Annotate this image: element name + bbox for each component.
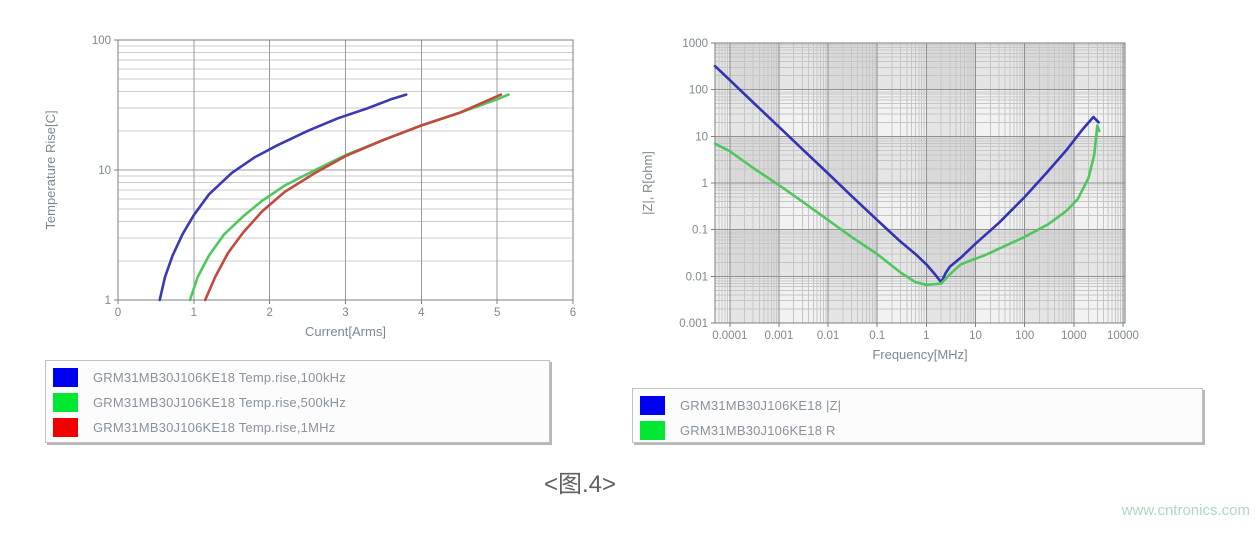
- legend-item: GRM31MB30J106KE18 R: [640, 418, 1198, 443]
- svg-text:0.001: 0.001: [679, 318, 708, 330]
- series-line-0: [158, 93, 408, 302]
- svg-text:1000: 1000: [1061, 330, 1087, 342]
- legend-item: GRM31MB30J106KE18 Temp.rise,100kHz: [53, 365, 545, 390]
- svg-text:0.01: 0.01: [686, 271, 708, 283]
- y-axis-label: |Z|, R[ohm]: [640, 151, 655, 215]
- tick-marks: [114, 39, 574, 304]
- svg-text:0.01: 0.01: [817, 330, 839, 342]
- legend-item-label: GRM31MB30J106KE18 Temp.rise,100kHz: [93, 370, 346, 385]
- temp-rise-legend: GRM31MB30J106KE18 Temp.rise,100kHz GRM31M…: [45, 360, 550, 443]
- legend-item: GRM31MB30J106KE18 Temp.rise,500kHz: [53, 390, 545, 415]
- legend-swatch-icon: [53, 368, 78, 387]
- x-axis-label: Frequency[MHz]: [872, 347, 967, 362]
- svg-text:1: 1: [923, 330, 929, 342]
- major-grid: [118, 40, 573, 300]
- series-line-2: [203, 93, 503, 302]
- legend-swatch-icon: [53, 418, 78, 437]
- impedance-legend: GRM31MB30J106KE18 |Z| GRM31MB30J106KE18 R: [632, 388, 1203, 443]
- svg-text:0.0001: 0.0001: [712, 330, 747, 342]
- svg-text:10: 10: [695, 131, 708, 143]
- x-axis-label: Current[Arms]: [305, 324, 386, 339]
- legend-item: GRM31MB30J106KE18 |Z|: [640, 393, 1198, 418]
- legend-swatch-icon: [640, 396, 665, 415]
- figure-caption: <图.4>: [543, 471, 617, 498]
- major-grid: [715, 43, 1125, 323]
- legend-item-label: GRM31MB30J106KE18 Temp.rise,500kHz: [93, 395, 346, 410]
- svg-text:5: 5: [494, 307, 500, 319]
- series-line-0: [713, 64, 1100, 284]
- svg-text:100: 100: [689, 85, 708, 97]
- svg-text:1: 1: [105, 295, 111, 307]
- legend-item-label: GRM31MB30J106KE18 R: [680, 423, 836, 438]
- tick-marks: [711, 42, 1124, 327]
- svg-text:0.1: 0.1: [869, 330, 885, 342]
- svg-text:1: 1: [702, 178, 708, 190]
- svg-text:0: 0: [115, 307, 121, 319]
- svg-text:0.1: 0.1: [692, 225, 708, 237]
- legend-item-label: GRM31MB30J106KE18 Temp.rise,1MHz: [93, 420, 336, 435]
- svg-text:0.001: 0.001: [765, 330, 794, 342]
- svg-text:100: 100: [1015, 330, 1034, 342]
- svg-text:10000: 10000: [1107, 330, 1139, 342]
- svg-text:100: 100: [92, 35, 111, 47]
- svg-text:1: 1: [191, 307, 197, 319]
- legend-swatch-icon: [640, 421, 665, 440]
- watermark-text: www.cntronics.com: [1121, 502, 1250, 519]
- svg-text:4: 4: [418, 307, 425, 319]
- tick-labels: 0.0001 0.001 0.01 0.1 1 10 100 1000 100001000100…: [679, 38, 1139, 342]
- impedance-chart: 0.0001 0.001 0.01 0.1 1 10 100 1000 100001000100…: [640, 38, 1139, 362]
- svg-text:10: 10: [969, 330, 982, 342]
- svg-text:2: 2: [266, 307, 272, 319]
- svg-text:1000: 1000: [682, 38, 708, 50]
- svg-text:6: 6: [570, 307, 576, 319]
- series-line-1: [713, 124, 1101, 287]
- legend-item-label: GRM31MB30J106KE18 |Z|: [680, 398, 842, 413]
- legend-item: GRM31MB30J106KE18 Temp.rise,1MHz: [53, 415, 545, 440]
- svg-text:10: 10: [98, 165, 111, 177]
- y-axis-label: Temperature Rise[C]: [43, 110, 58, 229]
- legend-swatch-icon: [53, 393, 78, 412]
- svg-text:3: 3: [342, 307, 348, 319]
